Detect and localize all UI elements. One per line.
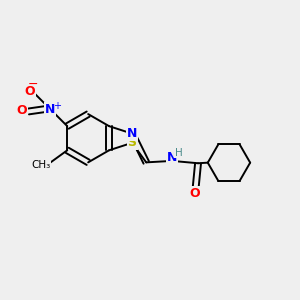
Text: N: N — [167, 152, 177, 164]
Text: +: + — [53, 100, 61, 110]
Text: O: O — [17, 104, 27, 117]
Text: H: H — [175, 148, 182, 158]
Text: N: N — [45, 103, 55, 116]
Text: S: S — [128, 136, 136, 149]
Text: O: O — [189, 187, 200, 200]
Text: N: N — [127, 127, 137, 140]
Text: −: − — [28, 77, 38, 91]
Text: CH₃: CH₃ — [31, 160, 50, 170]
Text: O: O — [24, 85, 34, 98]
